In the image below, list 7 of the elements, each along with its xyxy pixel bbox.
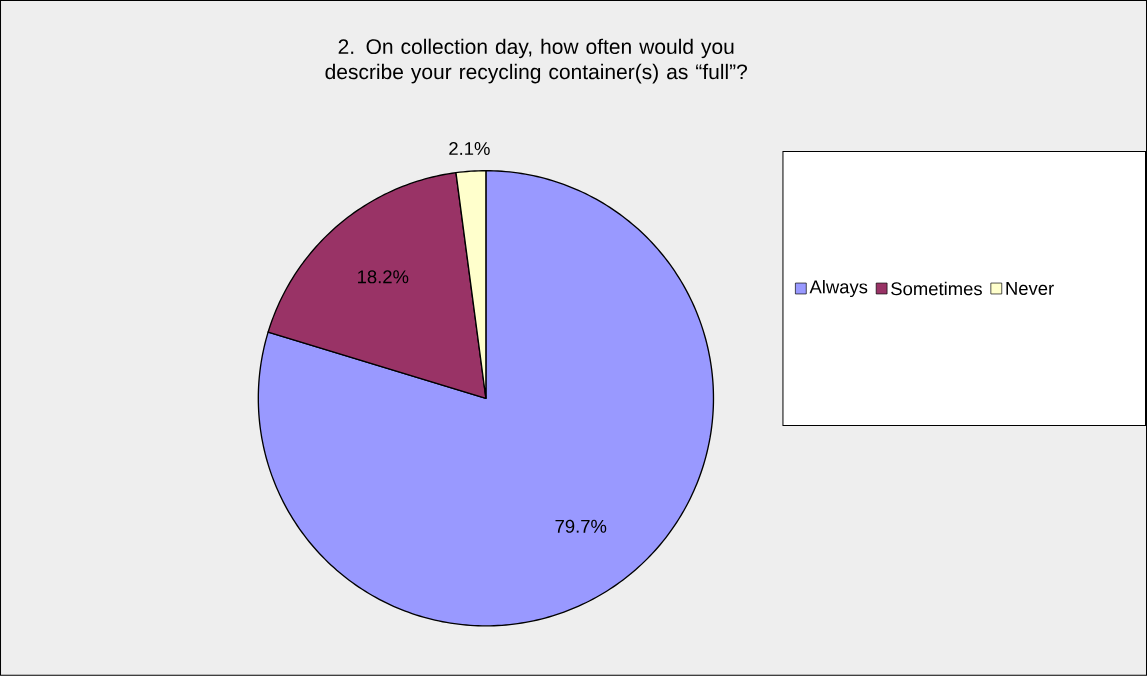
legend-label: Always: [809, 280, 868, 298]
data-label: 18.2%: [358, 270, 409, 284]
legend-label: Never: [1006, 282, 1054, 296]
legend-label: Sometimes: [891, 281, 982, 296]
chart-title: 2. On collection day, how often would you describe your recycling container(s) as “full”?: [325, 38, 748, 84]
data-label: 79.7%: [555, 519, 607, 533]
data-label: 2.1%: [449, 142, 490, 156]
